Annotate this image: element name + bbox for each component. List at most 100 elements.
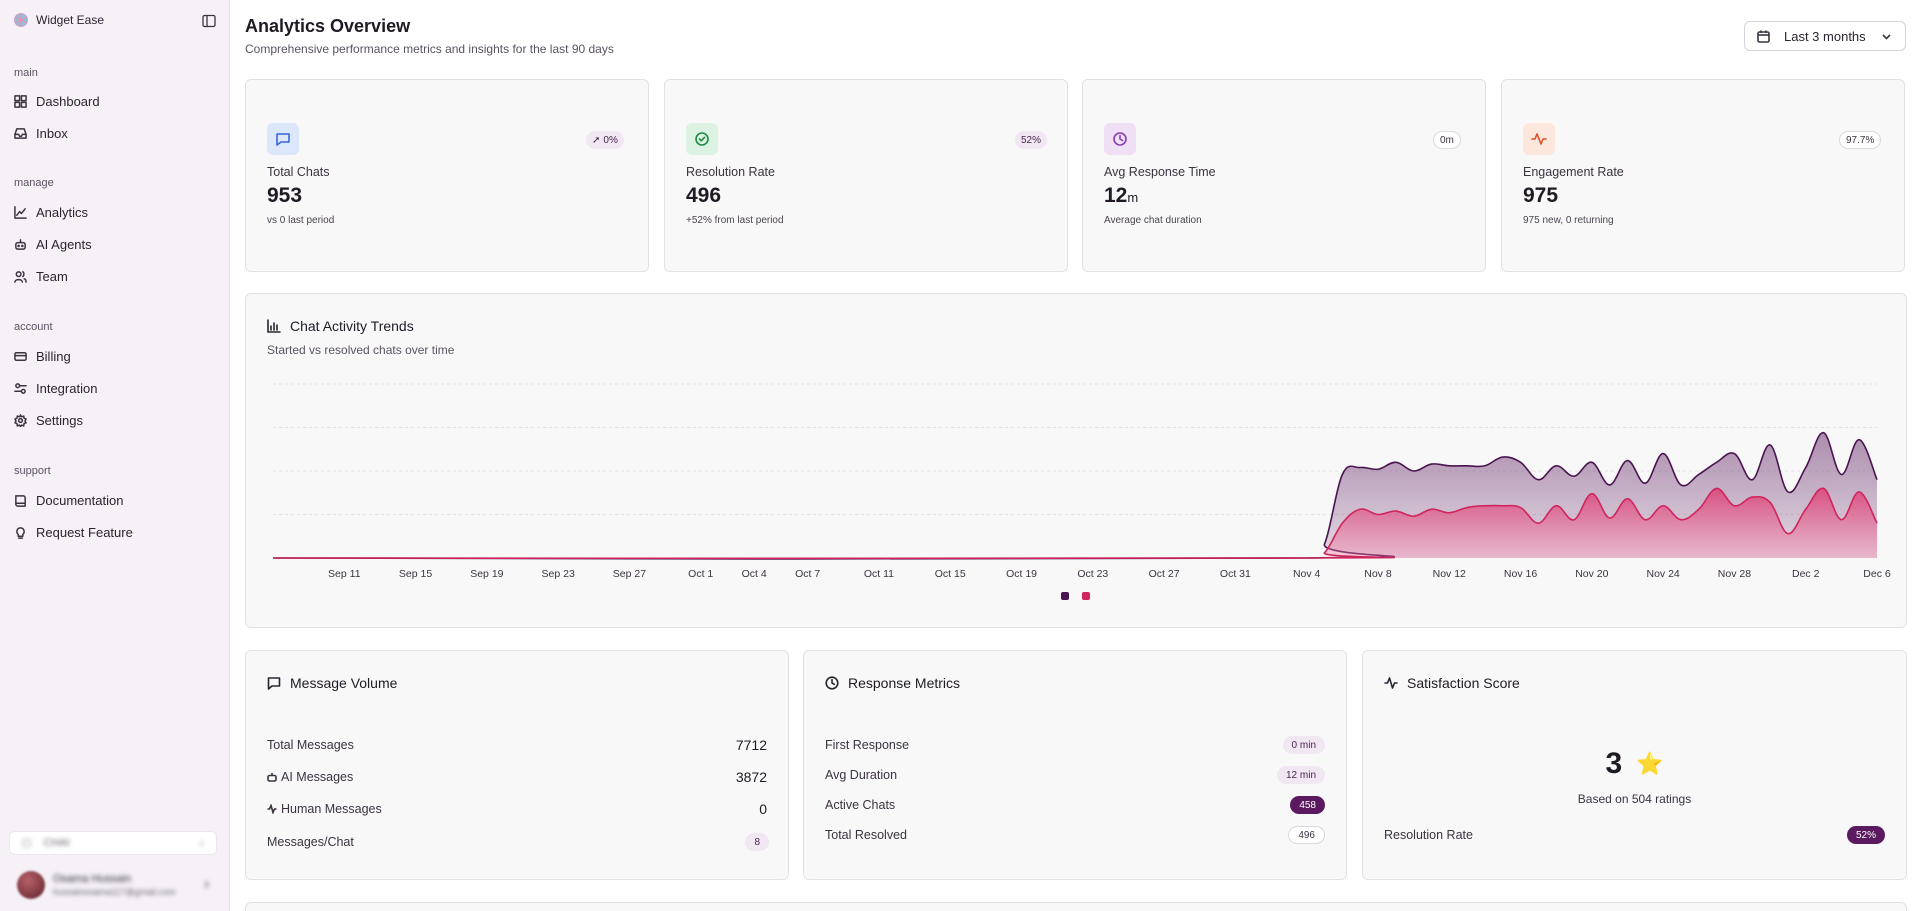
stat-label: Engagement Rate xyxy=(1523,165,1624,179)
x-tick-label: Nov 12 xyxy=(1433,568,1466,580)
series-line-1 xyxy=(272,431,1878,560)
x-tick-label: Oct 1 xyxy=(688,568,713,580)
x-tick-label: Nov 8 xyxy=(1364,568,1392,580)
sidebar-item-billing[interactable]: Billing xyxy=(14,347,71,365)
sidebar-item-ai-agents[interactable]: AI Agents xyxy=(14,235,92,253)
sidebar-toggle-icon[interactable] xyxy=(202,14,216,28)
x-tick-label: Nov 20 xyxy=(1575,568,1608,580)
series-area-2 xyxy=(273,488,1877,559)
list-item: Total Messages 7712 xyxy=(267,737,767,753)
org-name: CHAI xyxy=(43,837,70,849)
stat-card-avg-response-time: 0m Avg Response Time 12m Average chat du… xyxy=(1082,79,1486,272)
date-range-label: Last 3 months xyxy=(1784,28,1866,44)
trend-up-icon: ➚ xyxy=(592,134,601,146)
stat-note: Average chat duration xyxy=(1104,215,1202,226)
message-volume-card: Message Volume Total Messages 7712 AI Me… xyxy=(245,650,789,880)
sidebar-item-request-feature[interactable]: Request Feature xyxy=(14,523,133,541)
legend-swatch[interactable] xyxy=(1082,592,1090,600)
card-title: Satisfaction Score xyxy=(1384,675,1520,691)
metric-badge: 458 xyxy=(1290,796,1325,814)
stat-card-resolution-rate: 52% Resolution Rate 496 +52% from last p… xyxy=(664,79,1068,272)
avatar xyxy=(17,871,45,899)
message-square-icon xyxy=(276,133,290,146)
count-badge: 8 xyxy=(745,833,769,851)
metric-badge: 496 xyxy=(1288,826,1325,844)
chevron-down-icon xyxy=(1882,33,1891,40)
sidebar: Widget Ease main Dashboard Inbox manage … xyxy=(0,0,230,911)
x-tick-label: Oct 31 xyxy=(1220,568,1251,580)
organization-select[interactable]: ▢ CHAI ↕ xyxy=(9,831,217,855)
ratings-count: Based on 504 ratings xyxy=(1577,792,1692,806)
legend-swatch[interactable] xyxy=(1061,592,1069,600)
stat-value: 953 xyxy=(267,184,303,207)
inbox-icon xyxy=(14,127,27,139)
list-item: First Response 0 min xyxy=(825,736,1325,754)
x-tick-label: Dec 2 xyxy=(1792,568,1820,580)
sidebar-item-label: Billing xyxy=(36,348,71,364)
sidebar-item-team[interactable]: Team xyxy=(14,267,68,285)
x-tick-label: Oct 7 xyxy=(795,568,820,580)
list-item: Human Messages 0 xyxy=(267,801,767,817)
lightbulb-icon xyxy=(16,526,25,539)
page-subtitle: Comprehensive performance metrics and in… xyxy=(245,42,614,56)
stat-note: vs 0 last period xyxy=(267,215,335,226)
bar-chart-icon xyxy=(267,319,281,333)
sidebar-item-settings[interactable]: Settings xyxy=(14,411,83,429)
chart-line-icon xyxy=(14,205,27,219)
grid-icon xyxy=(14,94,27,108)
book-icon xyxy=(15,494,26,507)
sidebar-item-analytics[interactable]: Analytics xyxy=(14,203,88,221)
list-item: Active Chats 458 xyxy=(825,796,1325,814)
x-tick-label: Sep 19 xyxy=(470,568,503,580)
card-subtitle: Started vs resolved chats over time xyxy=(267,343,455,357)
list-item: Messages/Chat 8 xyxy=(267,833,769,851)
brand[interactable]: Widget Ease xyxy=(13,12,104,28)
org-icon: ▢ xyxy=(22,837,32,849)
sidebar-item-label: Settings xyxy=(36,412,83,428)
stat-badge: 52% xyxy=(1015,131,1048,149)
stat-note: 975 new, 0 returning xyxy=(1523,215,1614,226)
response-metrics-card: Response Metrics First Response 0 min Av… xyxy=(803,650,1347,880)
gear-icon xyxy=(14,413,27,427)
x-tick-label: Oct 19 xyxy=(1006,568,1037,580)
x-tick-label: Sep 23 xyxy=(542,568,575,580)
star-icon: ⭐ xyxy=(1636,751,1664,776)
list-item: AI Messages 3872 xyxy=(267,769,767,785)
sidebar-item-dashboard[interactable]: Dashboard xyxy=(14,92,100,110)
sidebar-item-label: AI Agents xyxy=(36,236,92,252)
additional-card xyxy=(245,902,1907,911)
stat-label: Resolution Rate xyxy=(686,165,775,179)
activity-icon xyxy=(1384,677,1398,689)
x-tick-label: Sep 11 xyxy=(328,568,361,580)
section-label-main: main xyxy=(14,67,38,79)
clock-icon xyxy=(1113,132,1127,146)
score-value: 3 xyxy=(1605,747,1623,780)
sidebar-item-integration[interactable]: Integration xyxy=(14,379,97,397)
sliders-icon xyxy=(14,382,27,394)
activity-icon xyxy=(267,804,277,814)
sidebar-item-inbox[interactable]: Inbox xyxy=(14,124,68,142)
stat-note: +52% from last period xyxy=(686,215,784,226)
metric-badge: 0 min xyxy=(1282,736,1325,754)
users-icon xyxy=(14,270,27,283)
sidebar-item-documentation[interactable]: Documentation xyxy=(14,491,123,509)
date-range-select[interactable]: Last 3 months xyxy=(1744,21,1906,51)
bot-icon xyxy=(15,238,26,250)
stat-value: 12m xyxy=(1104,184,1139,207)
section-label-support: support xyxy=(14,465,51,477)
series-line-2 xyxy=(272,487,1878,560)
chevron-right-icon xyxy=(204,880,209,889)
metric-badge: 12 min xyxy=(1276,766,1325,784)
stat-badge: ➚ 0% xyxy=(586,131,624,149)
resolution-badge: 52% xyxy=(1846,826,1885,844)
sidebar-item-label: Team xyxy=(36,268,68,284)
card-title: Message Volume xyxy=(267,675,397,691)
x-tick-label: Sep 15 xyxy=(399,568,432,580)
user-menu[interactable]: Osama Hussain hussainosama117@gmail.com xyxy=(17,868,217,902)
stat-value: 496 xyxy=(686,184,722,207)
stat-label: Avg Response Time xyxy=(1104,165,1216,179)
sidebar-item-label: Request Feature xyxy=(36,524,133,540)
section-label-manage: manage xyxy=(14,177,54,189)
x-tick-label: Dec 6 xyxy=(1863,568,1891,580)
credit-card-icon xyxy=(14,351,27,361)
